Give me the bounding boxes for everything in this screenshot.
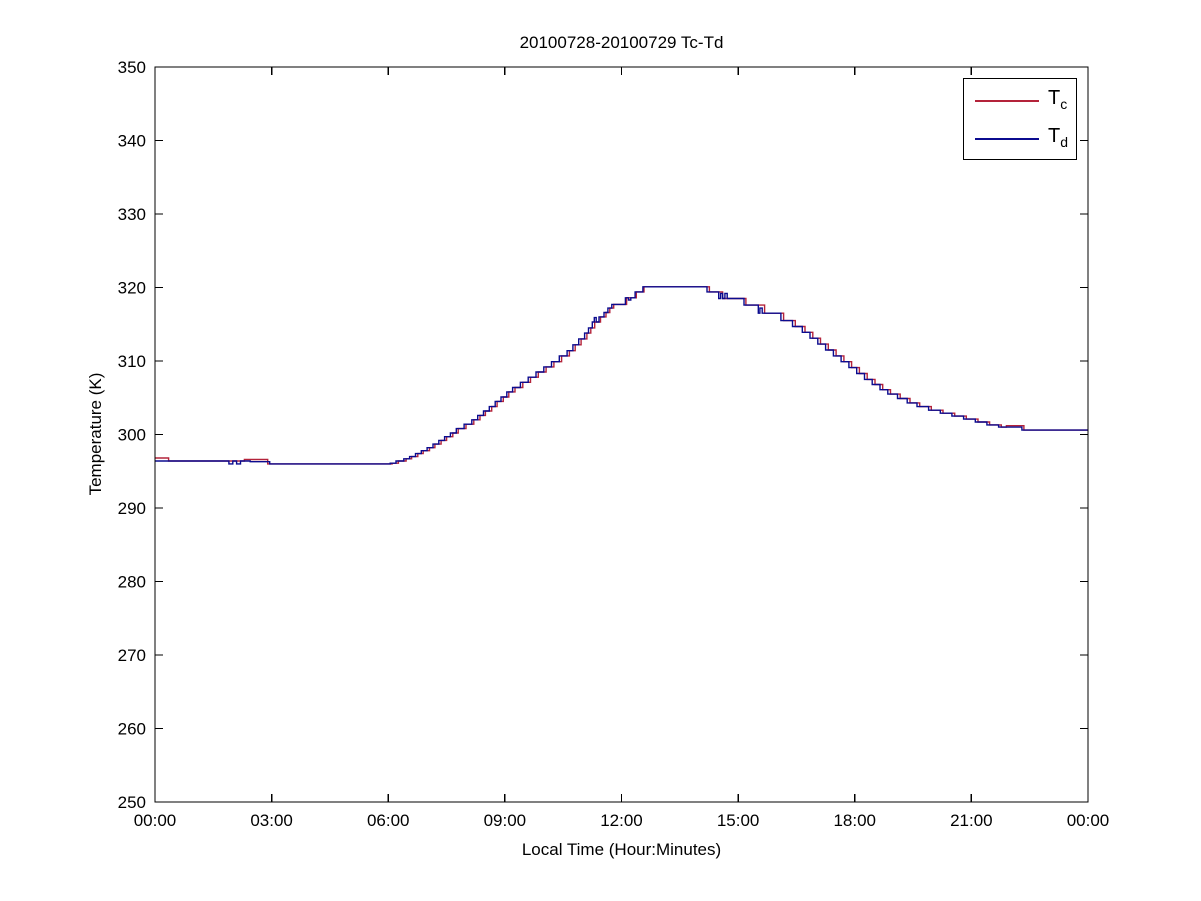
x-tick-label: 18:00 (833, 811, 876, 830)
x-tick-label: 00:00 (1067, 811, 1110, 830)
x-tick-label: 06:00 (367, 811, 410, 830)
series-line-td (155, 286, 1088, 465)
y-tick-label: 300 (118, 426, 146, 445)
legend-entry-td: Td (964, 119, 1076, 157)
legend-entry-tc: Tc (964, 81, 1076, 119)
x-axis-ticks: 00:00 03:00 06:00 09:00 12:00 15:00 18:00 21:00… (134, 67, 1110, 830)
y-tick-label: 250 (118, 793, 146, 812)
y-tick-label: 350 (118, 58, 146, 77)
legend-line-sample-tc (975, 100, 1039, 102)
y-tick-label: 320 (118, 279, 146, 298)
legend-label-tc: Tc (1048, 87, 1067, 112)
x-tick-label: 03:00 (250, 811, 293, 830)
x-tick-label: 12:00 (600, 811, 643, 830)
legend-label-td-main: T (1048, 125, 1061, 147)
legend-label-tc-sub: c (1060, 96, 1068, 112)
y-tick-label: 270 (118, 646, 146, 665)
y-tick-label: 340 (118, 132, 146, 151)
series-line-tc (155, 286, 1088, 465)
y-tick-label: 310 (118, 352, 146, 371)
axes-box (154, 66, 1089, 803)
x-tick-label: 09:00 (484, 811, 527, 830)
chart-title: 20100728-20100729 Tc-Td (519, 33, 724, 52)
x-axis-label: Local Time (Hour:Minutes) (521, 840, 722, 859)
x-tick-label: 15:00 (717, 811, 760, 830)
y-axis-label: Temperature (K) (86, 372, 105, 496)
legend-label-td-sub: d (1060, 134, 1069, 150)
y-tick-label: 260 (118, 720, 146, 739)
x-tick-label: 00:00 (134, 811, 177, 830)
y-tick-label: 280 (118, 573, 146, 592)
y-tick-label: 290 (118, 499, 146, 518)
y-axis-ticks: 250 260 270 280 290 300 310 320 330 340 350 (118, 58, 1088, 812)
y-tick-label: 330 (118, 205, 146, 224)
legend-line-sample-td (975, 138, 1039, 140)
legend-label-td: Td (1048, 125, 1068, 150)
legend-label-tc-main: T (1048, 87, 1061, 109)
series-group (155, 286, 1088, 465)
x-tick-label: 21:00 (950, 811, 993, 830)
legend: Tc Td (963, 78, 1077, 160)
